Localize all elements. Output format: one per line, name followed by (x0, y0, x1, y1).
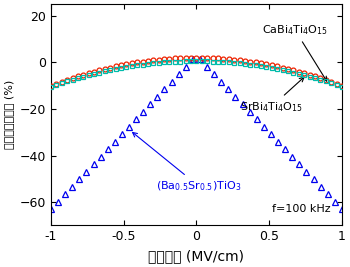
X-axis label: 印加電界 (MV/cm): 印加電界 (MV/cm) (148, 249, 244, 263)
Text: SrBi$_4$Ti$_4$O$_{15}$: SrBi$_4$Ti$_4$O$_{15}$ (240, 77, 304, 113)
Y-axis label: 比誤電率の変化 (%): 比誤電率の変化 (%) (4, 80, 14, 150)
Text: CaBi$_4$Ti$_4$O$_{15}$: CaBi$_4$Ti$_4$O$_{15}$ (262, 23, 328, 81)
Text: (Ba$_{0.5}$Sr$_{0.5}$)TiO$_3$: (Ba$_{0.5}$Sr$_{0.5}$)TiO$_3$ (133, 132, 241, 193)
Text: f=100 kHz: f=100 kHz (272, 204, 331, 214)
